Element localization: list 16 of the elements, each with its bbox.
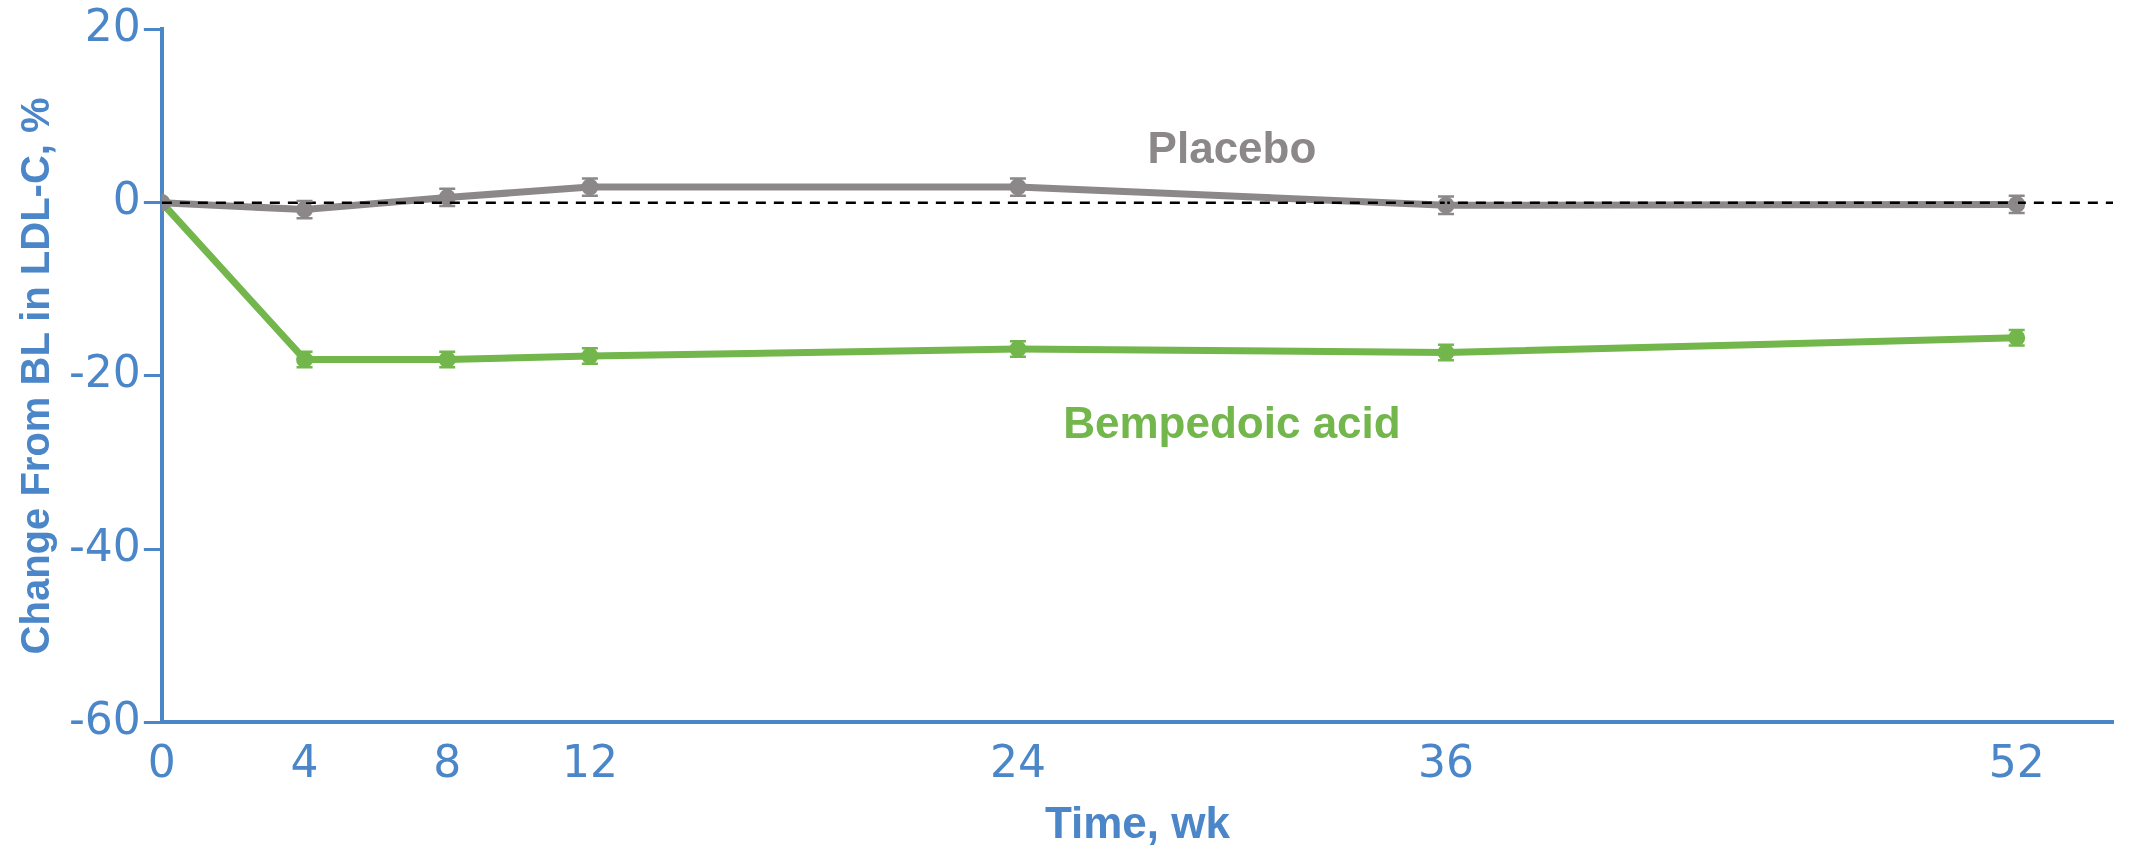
y-axis-title: Change From BL in LDL-C, %	[13, 97, 58, 655]
x-axis-title: Time, wk	[1044, 797, 1231, 847]
x-tick-label: 52	[1988, 736, 2045, 788]
y-tick-label: -40	[68, 519, 141, 571]
x-tick-label: 4	[290, 736, 319, 788]
x-tick-label: 8	[433, 736, 462, 788]
y-tick-label: -20	[68, 346, 141, 398]
y-tick-label: 20	[84, 0, 141, 51]
series-label: Bempedoic acid	[1063, 397, 1401, 447]
y-tick-label: 0	[112, 173, 141, 225]
x-tick-label: 36	[1417, 736, 1474, 788]
x-tick-label: 24	[989, 736, 1046, 788]
series-label: Placebo	[1147, 123, 1317, 173]
x-tick-label: 12	[561, 736, 618, 788]
x-tick-label: 0	[147, 736, 176, 788]
y-tick-label: -60	[68, 692, 141, 744]
